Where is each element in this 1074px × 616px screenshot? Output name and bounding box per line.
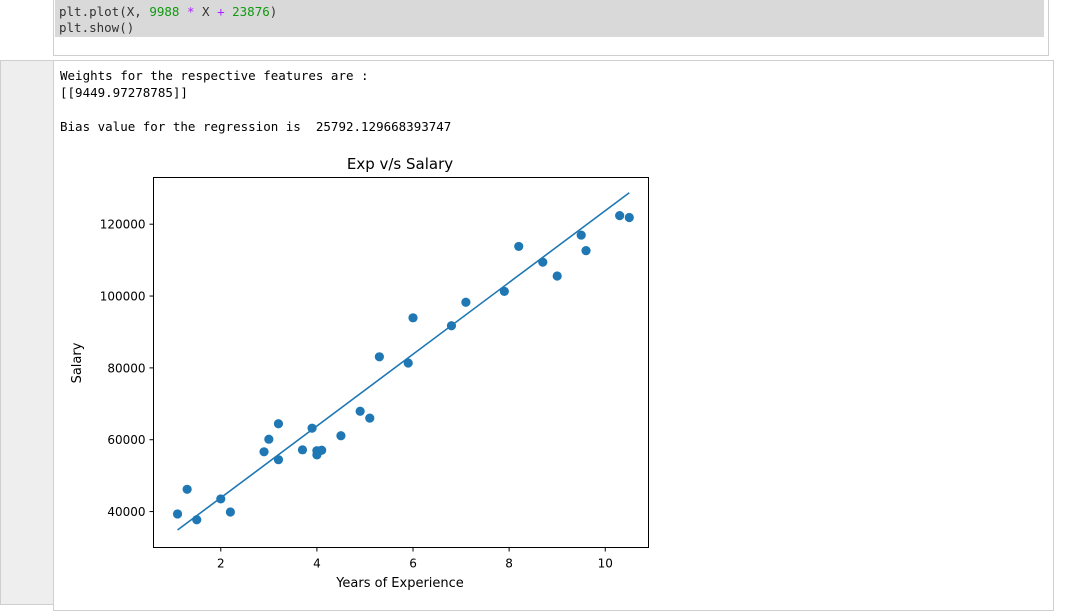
- x-axis: 2 4 6 8 10: [217, 547, 613, 571]
- data-point: [264, 434, 274, 444]
- weights-label: Weights for the respective features are …: [60, 68, 369, 83]
- y-axis-label: Salary: [70, 342, 85, 383]
- x-tick-label: 2: [217, 557, 225, 571]
- right-margin: [1060, 0, 1074, 616]
- y-tick-label: 80000: [107, 361, 145, 375]
- data-point: [615, 211, 625, 221]
- y-tick-label: 60000: [107, 433, 145, 447]
- data-point: [182, 484, 192, 494]
- weights-value: [[9449.97278785]]: [60, 85, 188, 100]
- data-point: [499, 286, 509, 296]
- chart-title: Exp v/s Salary: [347, 155, 453, 173]
- data-point: [172, 509, 183, 519]
- code-line-1: plt.plot(X, 9988 * X + 23876): [59, 4, 278, 19]
- data-point: [581, 246, 591, 256]
- data-point: [576, 230, 586, 240]
- regression-line: [177, 192, 630, 531]
- data-point: [624, 212, 634, 223]
- data-point: [408, 313, 418, 323]
- data-point: [225, 507, 235, 517]
- code-line-2: plt.show(): [59, 20, 135, 35]
- x-axis-label: Years of Experience: [335, 576, 464, 591]
- x-tick-label: 8: [505, 557, 513, 571]
- data-point: [317, 445, 327, 455]
- y-tick-label: 100000: [100, 290, 146, 304]
- x-tick-label: 10: [598, 557, 613, 571]
- data-point: [259, 447, 269, 457]
- y-axis: 40000 60000 80000 100000 120000: [100, 218, 154, 519]
- y-tick-label: 40000: [107, 505, 145, 519]
- bias-text: Bias value for the regression is 25792.1…: [60, 119, 452, 134]
- data-point: [552, 271, 562, 281]
- output-prompt-area[interactable]: [0, 60, 53, 605]
- code-editor[interactable]: [55, 0, 1044, 37]
- data-point: [355, 406, 365, 416]
- data-point: [297, 445, 308, 455]
- x-tick-label: 6: [409, 557, 417, 571]
- y-tick-label: 120000: [100, 218, 146, 232]
- x-tick-label: 4: [313, 557, 321, 571]
- data-point: [365, 413, 375, 423]
- data-point: [273, 419, 284, 429]
- data-point: [461, 297, 471, 307]
- data-point: [374, 352, 384, 362]
- data-point: [514, 241, 524, 252]
- data-point: [336, 431, 346, 441]
- data-point: [403, 358, 413, 368]
